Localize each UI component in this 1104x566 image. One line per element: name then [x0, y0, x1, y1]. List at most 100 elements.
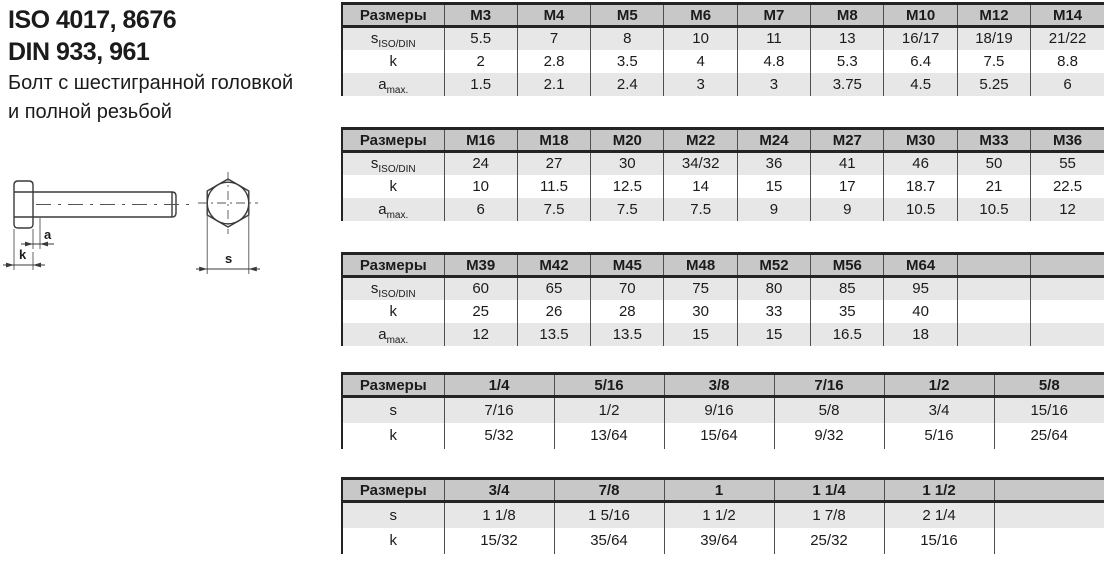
value-cell: 40 — [883, 299, 958, 323]
size-column-header: 1 — [663, 478, 774, 503]
value-cell: 15/32 — [443, 527, 554, 554]
bolt-drawing-svg: a k — [3, 172, 260, 274]
row-label: amax. — [378, 75, 409, 96]
table-header-row: Размеры 1/4 5/16 3/8 7/16 1/2 5/8 — [342, 373, 1104, 398]
value-cell: 3 — [663, 72, 738, 96]
value-cell: 5/8 — [773, 396, 884, 423]
value-cell: 30 — [590, 151, 664, 175]
row-label: k — [389, 302, 398, 320]
value-cell: 12.5 — [590, 174, 664, 198]
size-column-header: M30 — [883, 128, 958, 153]
value-cell: 7.5 — [956, 49, 1031, 73]
size-column-header — [1030, 253, 1104, 278]
value-cell: 4 — [663, 49, 738, 73]
value-cell: 2 — [443, 49, 518, 73]
value-cell: 1/2 — [553, 396, 664, 423]
row-label: sISO/DIN — [370, 155, 416, 175]
value-cell: 13/64 — [553, 422, 664, 449]
dimensions-table: Размеры 3/4 7/8 1 1 1/4 1 1/2 s 1 1/8 1 5/16 1 1/… — [341, 477, 1104, 554]
value-cell: 12 — [1030, 197, 1104, 221]
size-column-header: 5/16 — [553, 373, 664, 398]
size-column-header: 1/4 — [443, 373, 554, 398]
table-row: k 10 11.5 12.5 14 15 17 18.7 21 22.5 — [342, 174, 1104, 198]
table-row: s 7/16 1/2 9/16 5/8 3/4 15/16 — [342, 396, 1104, 423]
size-column-header: 1 1/2 — [883, 478, 994, 503]
bolt-side-view — [13, 180, 190, 229]
value-cell: 24 — [443, 151, 518, 175]
imperial-table-quarter-to-fiveeighths: Размеры 1/4 5/16 3/8 7/16 1/2 5/8 s 7/16 1/2 9/16 5… — [341, 372, 1104, 449]
value-cell: 3 — [736, 72, 811, 96]
value-cell: 27 — [516, 151, 591, 175]
size-column-header: M39 — [443, 253, 518, 278]
value-cell: 85 — [810, 276, 884, 300]
value-cell: 15 — [736, 174, 811, 198]
value-cell: 17 — [810, 174, 884, 198]
sizes-header-cell: Размеры — [342, 373, 444, 398]
size-column-header: M6 — [663, 3, 738, 28]
size-column-header: M5 — [590, 3, 664, 28]
table-row: s 1 1/8 1 5/16 1 1/2 1 7/8 2 1/4 — [342, 501, 1104, 528]
value-cell: 10.5 — [883, 197, 958, 221]
table-header-row: Размеры M39 M42 M45 M48 M52 M56 M64 — [342, 253, 1104, 278]
value-cell: 15 — [663, 322, 738, 346]
dimension-label-a: a — [44, 227, 52, 242]
size-column-header: M10 — [883, 3, 958, 28]
size-column-header: 3/8 — [663, 373, 774, 398]
size-column-header: M42 — [516, 253, 591, 278]
dimensions-table: Размеры M39 M42 M45 M48 M52 M56 M64 sISO/DIN 60 65… — [341, 252, 1104, 346]
value-cell: 3.75 — [810, 72, 884, 96]
row-label: sISO/DIN — [370, 30, 416, 50]
value-cell: 1 7/8 — [773, 501, 884, 528]
value-cell — [956, 322, 1031, 346]
size-column-header: M27 — [810, 128, 884, 153]
value-cell: 80 — [736, 276, 811, 300]
metric-table-m3-m14: Размеры M3 M4 M5 M6 M7 M8 M10 M12 M14 sISO/DIN 5.5 7… — [341, 2, 1104, 96]
product-description-line2: и полной резьбой — [8, 101, 172, 123]
value-cell: 12 — [443, 322, 518, 346]
size-column-header: M24 — [736, 128, 811, 153]
value-cell: 35 — [810, 299, 884, 323]
value-cell: 21/22 — [1030, 26, 1104, 50]
value-cell: 10 — [443, 174, 518, 198]
value-cell: 14 — [663, 174, 738, 198]
size-column-header: M64 — [883, 253, 958, 278]
value-cell: 7.5 — [663, 197, 738, 221]
value-cell: 34/32 — [663, 151, 738, 175]
value-cell: 2.8 — [516, 49, 591, 73]
value-cell — [1030, 322, 1104, 346]
value-cell — [956, 299, 1031, 323]
size-column-header — [993, 478, 1104, 503]
value-cell: 60 — [443, 276, 518, 300]
value-cell: 9 — [736, 197, 811, 221]
value-cell: 41 — [810, 151, 884, 175]
size-column-header: M14 — [1030, 3, 1104, 28]
value-cell: 28 — [590, 299, 664, 323]
dimension-tables: Размеры M3 M4 M5 M6 M7 M8 M10 M12 M14 sISO/DIN 5.5 7… — [341, 0, 1104, 566]
value-cell: 2 1/4 — [883, 501, 994, 528]
value-cell: 9 — [810, 197, 884, 221]
din-standard-title: DIN 933, 961 — [8, 38, 150, 66]
value-cell: 6 — [1030, 72, 1104, 96]
value-cell: 30 — [663, 299, 738, 323]
value-cell: 18/19 — [956, 26, 1031, 50]
value-cell: 33 — [736, 299, 811, 323]
value-cell: 8 — [590, 26, 664, 50]
table-row: k 25 26 28 30 33 35 40 — [342, 299, 1104, 323]
size-column-header: 5/8 — [993, 373, 1104, 398]
value-cell: 11 — [736, 26, 811, 50]
dimensions-table: Размеры M3 M4 M5 M6 M7 M8 M10 M12 M14 sISO/DIN 5.5 7… — [341, 2, 1104, 96]
value-cell: 6.4 — [883, 49, 958, 73]
value-cell: 25/32 — [773, 527, 884, 554]
row-label: sISO/DIN — [370, 280, 416, 300]
size-column-header: M36 — [1030, 128, 1104, 153]
value-cell: 25 — [443, 299, 518, 323]
size-column-header — [956, 253, 1031, 278]
value-cell: 2.4 — [590, 72, 664, 96]
dimension-a: a — [21, 218, 54, 249]
size-column-header: M3 — [443, 3, 518, 28]
size-column-header: M33 — [956, 128, 1031, 153]
value-cell: 75 — [663, 276, 738, 300]
size-column-header: M48 — [663, 253, 738, 278]
value-cell: 5.3 — [810, 49, 884, 73]
